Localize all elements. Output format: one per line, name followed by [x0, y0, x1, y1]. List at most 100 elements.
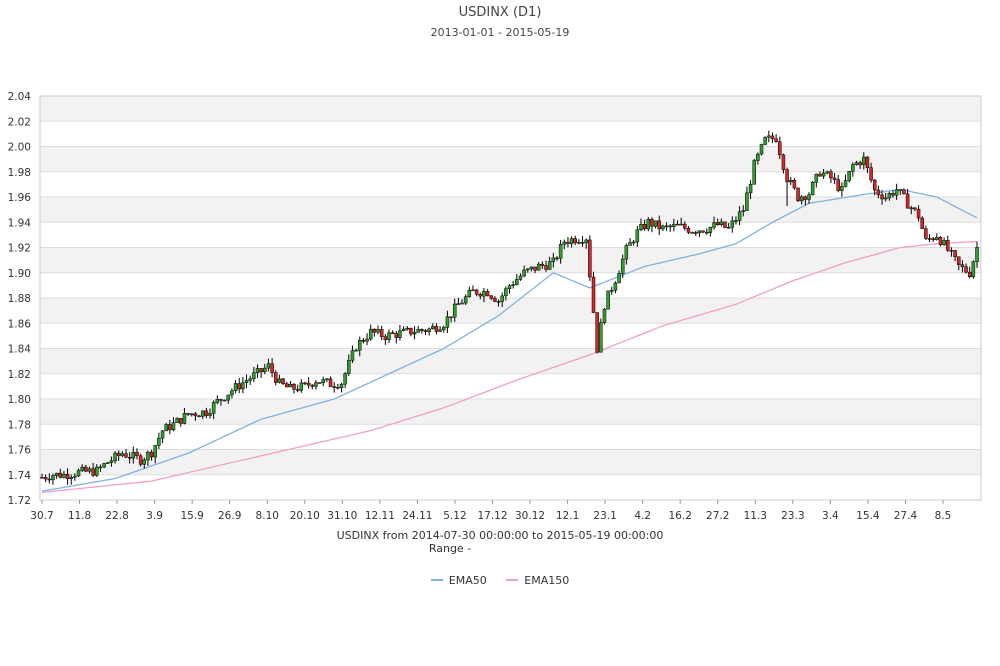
candle-body — [675, 223, 680, 226]
grid-band — [40, 323, 981, 349]
candle-body — [704, 231, 709, 234]
candle-body — [803, 196, 808, 200]
candle-body — [423, 330, 428, 333]
candle-body — [259, 368, 263, 373]
candle-body — [544, 265, 548, 270]
candle-body — [168, 424, 172, 431]
candle-body — [263, 367, 267, 373]
candle-body — [131, 452, 136, 459]
candle-body — [204, 410, 209, 416]
candle-body — [606, 290, 610, 310]
candle-body — [938, 237, 943, 245]
candle-body — [98, 466, 103, 469]
candle-body — [767, 135, 771, 138]
candle-body — [672, 223, 676, 227]
candle-body — [211, 402, 216, 414]
candle-body — [504, 288, 508, 297]
candle-body — [292, 384, 296, 390]
x-tick-label: 20.10 — [290, 510, 320, 522]
ema-lines — [41, 188, 978, 494]
candle-body — [821, 172, 826, 177]
candle-body — [138, 455, 143, 465]
candle-body — [471, 289, 475, 292]
candle-body — [116, 452, 121, 456]
candle-body — [62, 473, 66, 478]
grid-band — [40, 121, 981, 147]
candle-body — [332, 386, 336, 388]
candle-body — [734, 220, 738, 222]
candle-body — [807, 194, 811, 200]
candle-body — [832, 177, 837, 180]
candle-body — [836, 179, 840, 191]
candle-body — [715, 222, 720, 226]
candle-body — [142, 459, 147, 465]
candle-body — [416, 329, 420, 333]
candle-body — [624, 245, 629, 260]
grid-band — [40, 247, 981, 273]
candle-body — [737, 211, 742, 221]
candle-body — [949, 250, 954, 252]
candle-body — [226, 394, 231, 401]
candle-body — [394, 333, 399, 338]
candle-body — [120, 453, 125, 456]
candle-body — [215, 399, 220, 403]
candle-body — [683, 223, 687, 229]
candle-body — [219, 399, 223, 401]
candle-body — [233, 383, 238, 392]
candle-body — [799, 196, 804, 202]
candle-body — [328, 378, 333, 387]
candle-body — [171, 422, 176, 431]
candle-body — [493, 297, 497, 302]
candle-body — [631, 241, 636, 244]
candle-body — [244, 380, 249, 383]
candle-body — [153, 445, 157, 458]
candle-body — [336, 386, 340, 389]
candle-body — [642, 224, 647, 230]
candle-body — [76, 470, 81, 477]
candle-body — [193, 413, 198, 417]
candle-body — [69, 477, 73, 479]
candle-body — [197, 415, 201, 418]
candle-body — [365, 338, 369, 342]
candle-body — [588, 239, 592, 278]
y-tick-label: 2.02 — [8, 116, 31, 128]
candle-body — [412, 332, 417, 335]
candle-body — [343, 373, 347, 385]
candle-body — [146, 451, 150, 461]
candle-body — [661, 225, 665, 230]
candle-body — [127, 456, 132, 459]
candle-body — [270, 363, 274, 373]
candle-body — [420, 329, 424, 331]
candle-body — [354, 349, 358, 352]
series-line-ema150 — [41, 240, 978, 494]
candle-body — [701, 230, 705, 233]
candle-body — [810, 182, 815, 195]
candle-body — [664, 225, 669, 228]
plot-border — [39, 95, 982, 501]
x-tick-label: 17.12 — [477, 510, 507, 522]
candle-body — [434, 326, 439, 332]
candle-body — [489, 295, 493, 299]
candle-body — [182, 413, 187, 424]
candle-body — [54, 472, 59, 476]
candle-body — [431, 326, 435, 330]
candle-body — [628, 242, 632, 246]
legend-label-ema150: EMA150 — [524, 573, 570, 587]
candle-body — [599, 322, 603, 353]
candle-body — [398, 330, 402, 338]
candle-body — [620, 258, 625, 274]
candle-body — [518, 275, 523, 280]
candle-body — [149, 451, 154, 458]
candle-body — [785, 169, 789, 183]
candle-body — [255, 368, 260, 373]
candle-body — [712, 222, 716, 228]
candle-body — [577, 242, 581, 244]
candle-body — [942, 240, 946, 245]
candle-body — [876, 189, 881, 196]
candle-body — [409, 327, 413, 335]
candle-body — [87, 468, 92, 472]
candle-body — [58, 472, 63, 478]
candle-body — [387, 332, 391, 340]
candle-body — [515, 279, 519, 285]
